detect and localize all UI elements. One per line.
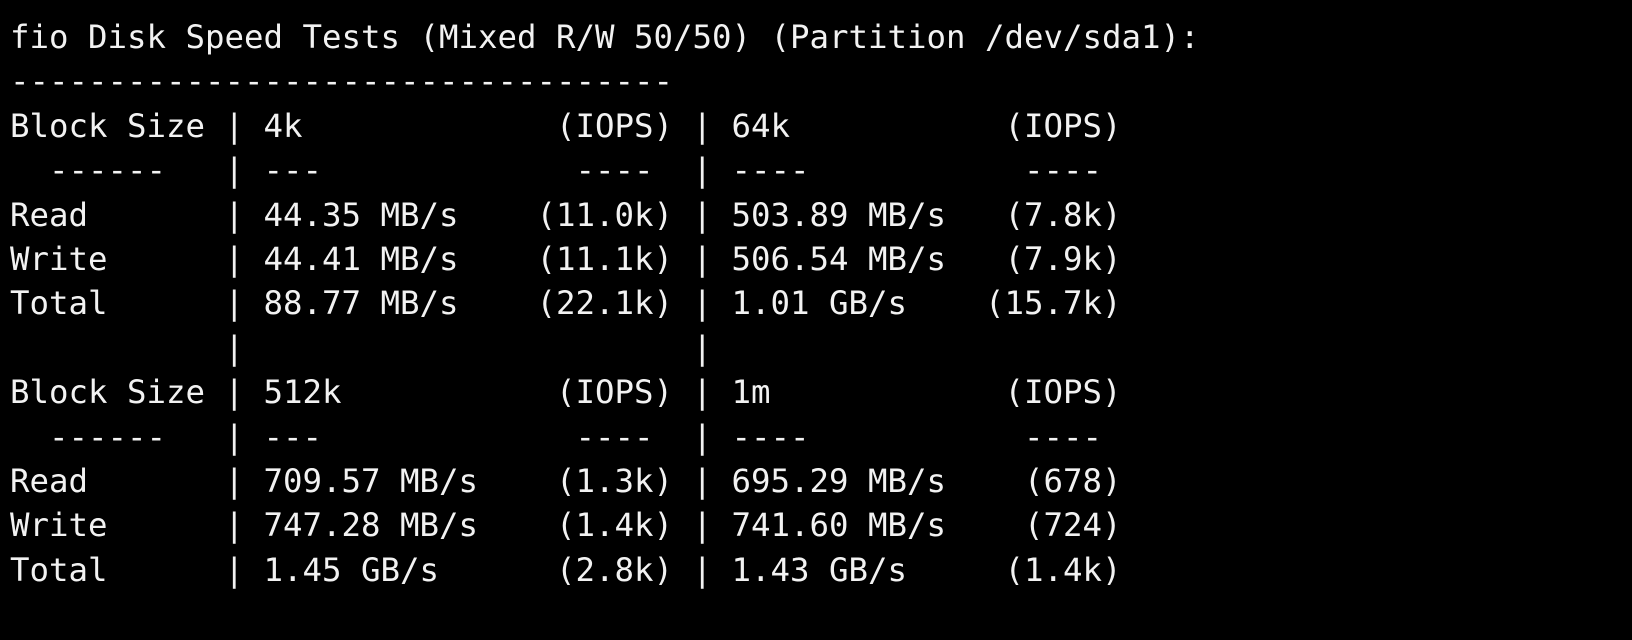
title-line: fio Disk Speed Tests (Mixed R/W 50/50) (… bbox=[10, 18, 1200, 56]
output-line: Total | 1.45 GB/s (2.8k) | 1.43 GB/s (1.… bbox=[10, 550, 1122, 589]
output-line: Block Size | 4k (IOPS) | 64k (IOPS) bbox=[10, 106, 1122, 145]
output-line: ------ | --- ---- | ---- ---- bbox=[10, 151, 1103, 190]
output-line: Read | 44.35 MB/s (11.0k) | 503.89 MB/s … bbox=[10, 195, 1122, 234]
output-line: ------ | --- ---- | ---- ---- bbox=[10, 417, 1103, 456]
output-line: Read | 709.57 MB/s (1.3k) | 695.29 MB/s … bbox=[10, 461, 1122, 500]
output-line: Write | 747.28 MB/s (1.4k) | 741.60 MB/s… bbox=[10, 506, 1122, 545]
output-line: Write | 44.41 MB/s (11.1k) | 506.54 MB/s… bbox=[10, 239, 1122, 278]
output-line: Block Size | 512k (IOPS) | 1m (IOPS) bbox=[10, 373, 1122, 412]
output-line: | | bbox=[10, 328, 713, 367]
separator-line: ---------------------------------- bbox=[10, 62, 674, 101]
output-line: Total | 88.77 MB/s (22.1k) | 1.01 GB/s (… bbox=[10, 284, 1122, 323]
